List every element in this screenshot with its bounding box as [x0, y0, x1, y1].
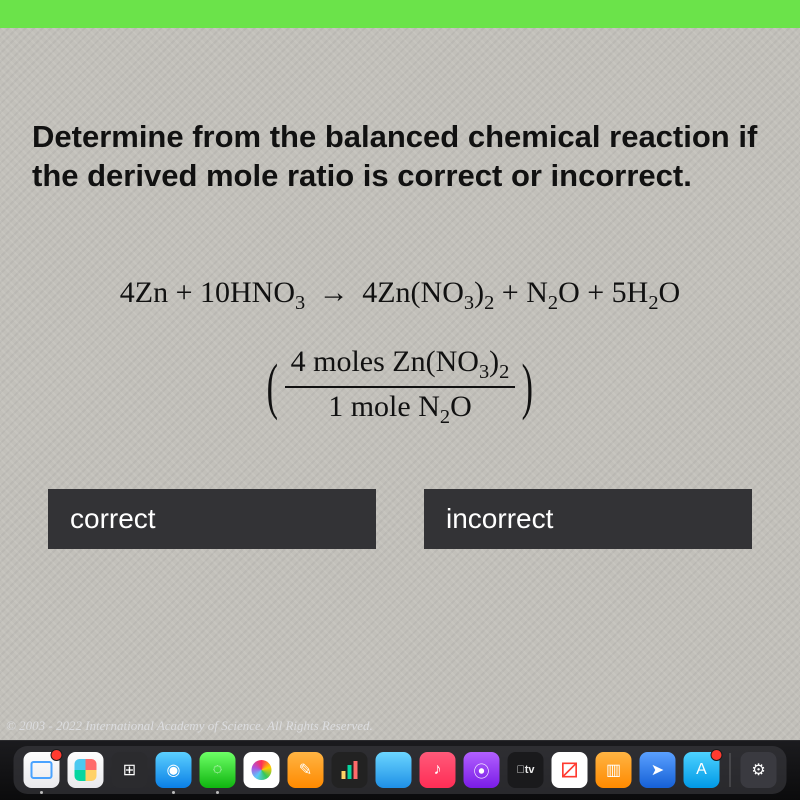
calculator-icon[interactable]: ⊞: [112, 752, 148, 788]
podcasts-icon[interactable]: ⦿: [464, 752, 500, 788]
badge-icon: [711, 749, 723, 761]
choice-incorrect[interactable]: incorrect: [424, 489, 752, 549]
denominator: 1 mole N2O: [322, 388, 478, 429]
preview-icon[interactable]: [376, 752, 412, 788]
appstore-icon[interactable]: A: [684, 752, 720, 788]
photos-icon[interactable]: [244, 752, 280, 788]
music-icon[interactable]: ♪: [420, 752, 456, 788]
reaction-arrow: →: [313, 276, 355, 309]
macos-dock: ⊞ ◉ ◌ ✎ ♪ ⦿ tv ▥ ➤ A ⚙: [14, 746, 787, 794]
books-icon[interactable]: ▥: [596, 752, 632, 788]
balanced-equation: 4Zn + 10HNO3 → 4Zn(NO3)2 + N2O + 5H2O: [32, 276, 768, 315]
numbers-icon[interactable]: [332, 752, 368, 788]
appletv-icon[interactable]: tv: [508, 752, 544, 788]
notes-icon[interactable]: ✎: [288, 752, 324, 788]
answer-choices: correct incorrect: [32, 489, 768, 549]
settings-icon[interactable]: ⚙: [741, 752, 777, 788]
reactant-1: 4Zn: [120, 276, 168, 309]
product-3: 5H2O: [612, 276, 681, 309]
copyright-text: © 2003 - 2022 International Academy of S…: [0, 718, 800, 734]
mail-icon[interactable]: [24, 752, 60, 788]
badge-icon: [51, 749, 63, 761]
shortcuts-icon[interactable]: [552, 752, 588, 788]
product-1: 4Zn(NO3)2: [362, 276, 494, 309]
calendar-icon[interactable]: [68, 752, 104, 788]
numerator: 4 moles Zn(NO3)2: [285, 345, 516, 388]
product-2: N2O: [526, 276, 580, 309]
mole-ratio: ( 4 moles Zn(NO3)2 1 mole N2O ): [32, 345, 768, 429]
device-screen: Determine from the balanced chemical rea…: [0, 0, 800, 740]
plus-sign: +: [502, 276, 519, 309]
quiz-panel: Determine from the balanced chemical rea…: [0, 28, 800, 740]
plus-sign: +: [176, 276, 193, 309]
safari-icon[interactable]: ◉: [156, 752, 192, 788]
messages-icon[interactable]: ◌: [200, 752, 236, 788]
question-text: Determine from the balanced chemical rea…: [32, 118, 768, 196]
choice-correct[interactable]: correct: [48, 489, 376, 549]
dock-divider: [730, 753, 731, 787]
maps-icon[interactable]: ➤: [640, 752, 676, 788]
reactant-2: 10HNO3: [200, 276, 305, 309]
plus-sign: +: [587, 276, 604, 309]
fraction: 4 moles Zn(NO3)2 1 mole N2O: [285, 345, 516, 429]
